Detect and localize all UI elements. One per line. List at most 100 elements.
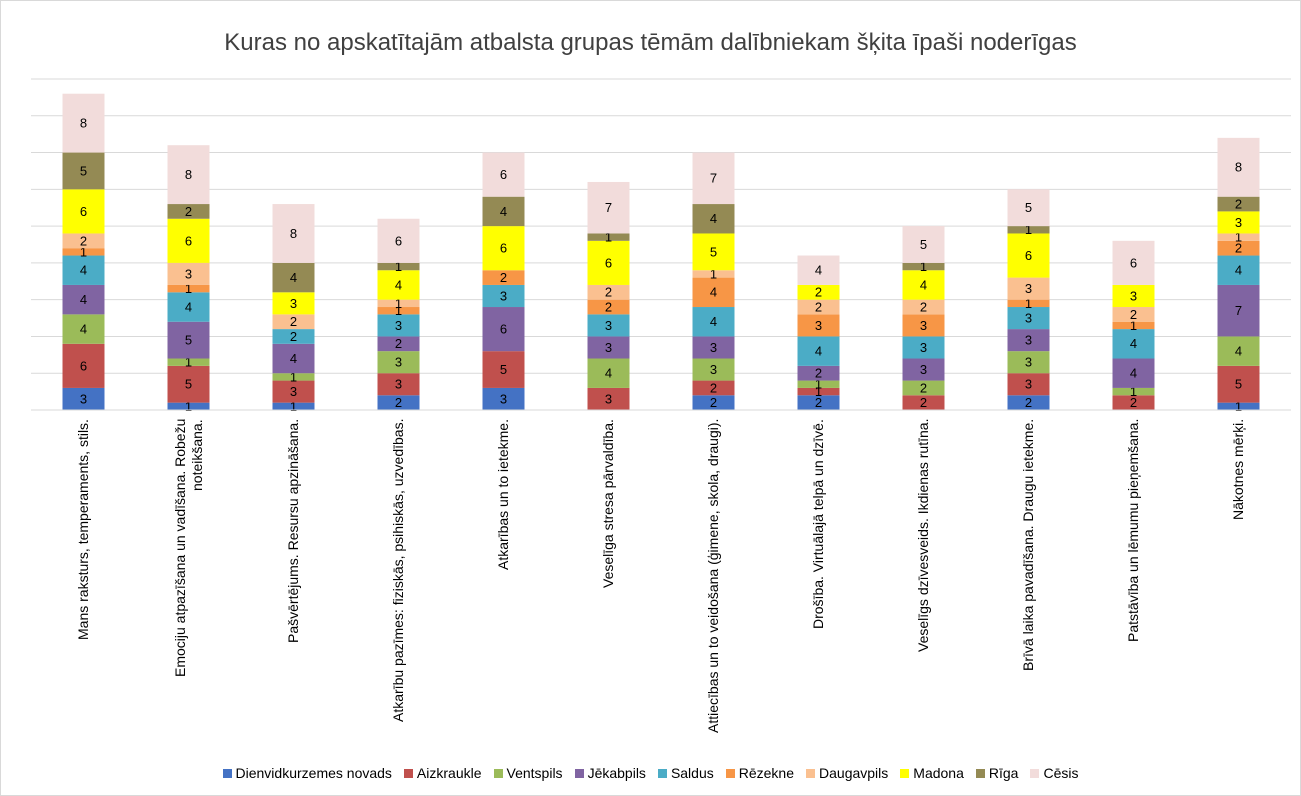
bar-segment	[587, 284, 630, 300]
data-label: 3	[185, 266, 192, 281]
data-label: 2	[710, 395, 717, 410]
bar-segment	[1007, 299, 1050, 308]
bar-segment	[167, 402, 210, 410]
data-label: 8	[290, 226, 297, 241]
x-tick-label: Emociju atpazīšana un vadīšana. Robežu n…	[171, 419, 205, 678]
bar-segment	[167, 145, 210, 205]
bar-segment	[902, 226, 945, 263]
data-label: 6	[1130, 255, 1137, 270]
data-label: 1	[1025, 222, 1032, 237]
data-label: 2	[605, 299, 612, 314]
bar-segment	[62, 93, 105, 153]
bar-segment	[167, 262, 210, 285]
bar-segment	[1217, 211, 1260, 234]
data-label: 3	[1025, 355, 1032, 370]
data-label: 4	[710, 211, 717, 226]
bar-segment	[692, 336, 735, 359]
legend-swatch	[657, 768, 667, 778]
bar-segment	[587, 181, 630, 234]
bar-segment	[587, 387, 630, 410]
data-label: 3	[710, 362, 717, 377]
data-label: 2	[290, 329, 297, 344]
bar-segment	[1217, 196, 1260, 212]
bar-segment	[1007, 277, 1050, 300]
bar-segment	[692, 395, 735, 410]
bar-segment	[377, 307, 420, 315]
data-label: 1	[1130, 318, 1137, 333]
data-label: 7	[605, 200, 612, 215]
legend-label: Aizkraukle	[416, 765, 482, 781]
bar-segment	[62, 233, 105, 249]
bar-segment	[62, 343, 105, 388]
x-tick-label: Nākotnes mērķi.	[1230, 419, 1246, 521]
legend-label: Ventspils	[506, 765, 563, 781]
bar-segment	[1007, 351, 1050, 374]
data-label: 4	[605, 366, 612, 381]
data-label: 4	[500, 204, 507, 219]
bar-segment	[797, 387, 840, 396]
bar-segment	[692, 277, 735, 308]
data-label: 1	[395, 296, 402, 311]
data-label: 2	[395, 395, 402, 410]
bar-segment	[272, 314, 315, 330]
data-label: 2	[815, 285, 822, 300]
data-label: 4	[80, 292, 87, 307]
data-label: 2	[920, 395, 927, 410]
data-label: 3	[1130, 288, 1137, 303]
data-label: 5	[185, 333, 192, 348]
data-label: 3	[605, 340, 612, 355]
data-label: 5	[1235, 377, 1242, 392]
data-label: 3	[1025, 281, 1032, 296]
bar-segment	[692, 152, 735, 205]
data-label: 5	[185, 377, 192, 392]
x-tick-label: Patstāvība un lēmumu pieņemšana.	[1125, 419, 1141, 643]
data-label: 6	[80, 204, 87, 219]
bar-segment	[482, 270, 525, 285]
data-label: 4	[80, 322, 87, 337]
data-label: 4	[1235, 344, 1242, 359]
bar-segment	[1217, 402, 1260, 410]
data-label: 3	[920, 362, 927, 377]
bar-segment	[377, 373, 420, 396]
data-label: 4	[1130, 366, 1137, 381]
data-label: 2	[1130, 307, 1137, 322]
bar-segment	[167, 292, 210, 322]
bar-segment	[902, 336, 945, 359]
data-label: 7	[710, 171, 717, 186]
data-label: 4	[395, 277, 402, 292]
data-label: 3	[815, 318, 822, 333]
data-label: 4	[185, 299, 192, 314]
data-label: 3	[920, 318, 927, 333]
bar-segment	[167, 218, 210, 263]
x-tick-label: Veselīga stresa pārvaldība.	[600, 419, 616, 588]
data-label: 5	[80, 163, 87, 178]
bar-segment	[797, 380, 840, 388]
bar-segment	[377, 351, 420, 374]
data-label: 1	[80, 244, 87, 259]
bar-segment	[1007, 373, 1050, 396]
bar-segment	[482, 307, 525, 352]
data-label: 5	[1025, 200, 1032, 215]
bar-segment	[902, 299, 945, 315]
legend-item: Daugavpils	[806, 765, 888, 781]
bar-segment	[272, 329, 315, 344]
data-label: 3	[1025, 333, 1032, 348]
data-label: 4	[815, 344, 822, 359]
legend-label: Daugavpils	[819, 765, 889, 781]
data-label: 3	[605, 318, 612, 333]
bar-segment	[62, 189, 105, 234]
bar-segment	[797, 284, 840, 300]
x-tick-label: Atkarības un to ietekme.	[495, 419, 511, 570]
bar-segment	[587, 358, 630, 388]
legend-swatch	[222, 768, 232, 778]
bar-segment	[1007, 307, 1050, 330]
data-label: 1	[395, 303, 402, 318]
data-label: 1	[395, 259, 402, 274]
data-label: 3	[395, 318, 402, 333]
data-label: 3	[290, 384, 297, 399]
x-tick-label: Attiecības un to veidošana (ģimene, skol…	[705, 419, 721, 734]
data-label: 4	[920, 277, 927, 292]
bar-segment	[587, 299, 630, 315]
